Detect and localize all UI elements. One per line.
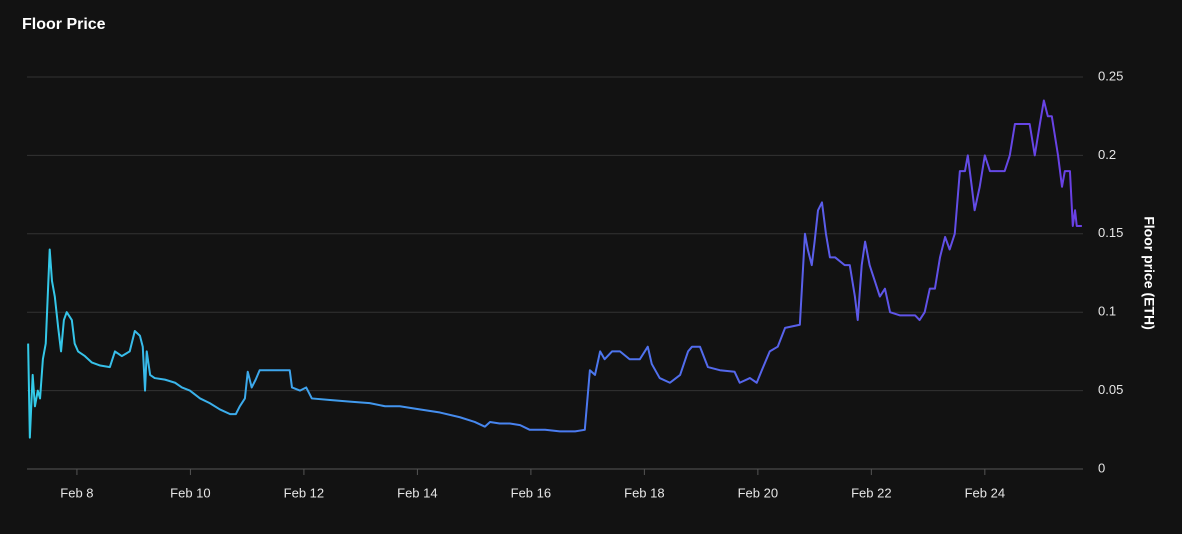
- x-tick-label: Feb 10: [170, 485, 210, 500]
- y-tick-label: 0.2: [1098, 147, 1116, 162]
- y-tick-label: 0.25: [1098, 68, 1123, 83]
- y-tick-label: 0.1: [1098, 304, 1116, 319]
- x-tick-label: Feb 20: [738, 485, 778, 500]
- y-tick-label: 0.05: [1098, 382, 1123, 397]
- y-axis-label: Floor price (ETH): [1141, 216, 1157, 330]
- x-tick-label: Feb 12: [284, 485, 324, 500]
- x-tick-label: Feb 22: [851, 485, 891, 500]
- x-tick-label: Feb 24: [965, 485, 1005, 500]
- x-tick-label: Feb 16: [511, 485, 551, 500]
- x-tick-label: Feb 8: [60, 485, 93, 500]
- chart-title: Floor Price: [22, 16, 106, 33]
- x-tick-label: Feb 14: [397, 485, 437, 500]
- y-tick-label: 0.15: [1098, 225, 1123, 240]
- y-tick-label: 0: [1098, 460, 1105, 475]
- x-tick-label: Feb 18: [624, 485, 664, 500]
- price-line: [27, 99, 1082, 439]
